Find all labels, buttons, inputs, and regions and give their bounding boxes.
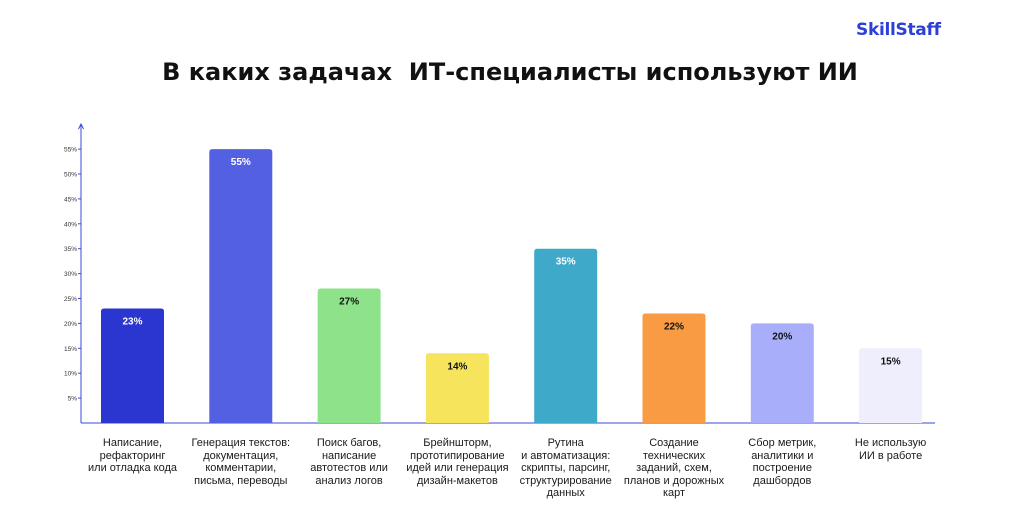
bar-value-label: 14% [447,361,467,372]
bar [209,149,273,423]
x-category-label: Написание, рефакторинг или отладка кода [88,437,177,475]
chart-bars [101,149,923,423]
bar [425,353,489,423]
bar-value-label: 22% [664,321,684,332]
bar-value-label: 23% [122,316,142,327]
y-tick-label: 10% [64,371,77,378]
bar [101,308,164,423]
bar-value-label: 20% [772,331,792,342]
bar-value-label: 55% [231,157,251,168]
y-tick-label: 5% [68,396,78,403]
y-tick-label: 25% [64,296,77,303]
x-category-label: Генерация текстов: документация, коммент… [191,437,291,487]
bar [534,248,598,423]
y-tick-label: 50% [64,172,77,179]
bar [750,323,814,423]
x-category-label: Не использую ИИ в работе [854,437,927,462]
chart-data-labels: 23% 55% 27% 14% 35% 22% 20% 15% [122,157,900,372]
bar [317,288,381,423]
x-category-label: Сбор метрик, аналитики и построение дашб… [748,437,817,487]
y-tick-label: 35% [64,246,77,253]
bar [859,348,923,423]
x-category-label: Поиск багов, написание автотестов или ан… [310,437,388,487]
y-tick-label: 30% [64,271,77,278]
chart-title: В каких задачах ИТ-специалисты использую… [162,58,858,86]
x-category-label: Рутина и автоматизация: скрипты, парсинг… [519,437,612,500]
y-tick-label: 20% [64,321,77,328]
bar [642,313,706,423]
x-category-label: Брейншторм, прототипирование идей или ге… [406,437,509,487]
bar-value-label: 15% [881,356,901,367]
brand-logo: SkillStaff [856,20,941,40]
y-axis-arrow [78,122,84,130]
y-tick-label: 40% [64,221,77,228]
x-category-label: Создание технических заданий, схем, план… [623,437,725,500]
y-tick-label: 15% [64,346,77,353]
bar-value-label: 35% [556,257,576,268]
bar-value-label: 27% [339,297,359,308]
y-tick-label: 55% [64,147,77,154]
y-tick-label: 45% [64,196,77,203]
